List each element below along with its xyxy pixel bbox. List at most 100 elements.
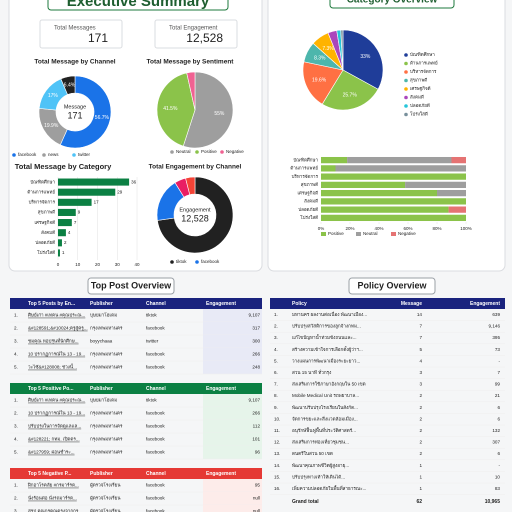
table-cell: 2 <box>419 405 422 410</box>
table-cell: Mobile Medical Unit รถพยาบาล... <box>292 393 359 398</box>
x-tick-label: 20% <box>345 226 354 231</box>
slice <box>60 75 76 95</box>
bar-segment <box>437 189 466 197</box>
kpi-value: 12,528 <box>186 31 223 45</box>
table-cell: กรุงเทพมหานคร <box>90 450 123 456</box>
donut-center <box>57 94 93 130</box>
table-cell: 2. <box>14 326 18 331</box>
bar-segment <box>321 173 466 180</box>
table-cell: ศิษย์เก่า #เทคน #คุณประณ... <box>28 397 85 404</box>
table-cell: ผู้ตรวจโรงเรียน <box>90 482 121 489</box>
bar-segment <box>321 156 348 164</box>
legend-label: บริหารจัดการ <box>410 69 437 74</box>
center-value: 171 <box>67 110 82 120</box>
total-cell: 62 <box>416 499 422 505</box>
y-tick-label: ด้านการแพทย์ <box>290 165 318 171</box>
value-label: 29 <box>117 189 123 194</box>
table-cell: สวน 15 นาที ทั่วกรุง <box>292 369 331 376</box>
value-label: 55% <box>214 111 225 117</box>
bar-segment <box>321 214 466 222</box>
table-cell: 1. <box>274 312 278 317</box>
table-cell: 2 <box>419 393 422 398</box>
value-label: 2 <box>64 240 67 245</box>
table-cell: ศิษย์เก่า #เทคน #คุณประณ... <box>28 312 85 319</box>
table-cell: แก้ไขปัญหาน้ำท่วมขังถนนและ... <box>292 334 357 341</box>
table-cell: 9,107 <box>249 313 261 318</box>
table-cell: 1 <box>419 486 422 491</box>
table-cell: 83 <box>495 486 501 491</box>
legend-swatch <box>220 150 224 154</box>
y-tick-label: ด้านการแพทย์ <box>27 188 55 194</box>
table-cell: 1. <box>14 398 18 403</box>
legend-label: facebook <box>201 259 220 264</box>
x-tick-label: 40 <box>134 262 140 267</box>
table-cell: 317 <box>252 326 260 331</box>
value-label: 6.4% <box>64 82 76 88</box>
bar-segment <box>347 156 452 164</box>
engagement-cell <box>203 361 262 374</box>
table-cell: ดนตรีในสวน 50 เขต <box>292 450 333 456</box>
table-cell: วะไซ้&#128008; ช่วงนี้... <box>28 364 77 370</box>
table-cell: วางแผนการพัฒนาเมืองระยะยาว... <box>292 357 360 363</box>
table-cell: &#128591;&#10024;ครูสู่ครู... <box>28 326 88 332</box>
table-cell: 112 <box>253 424 261 429</box>
table-cell: 6 <box>497 451 500 456</box>
table-cell: &#128221; กทม. เปิดตร... <box>28 437 80 442</box>
table-cell: 1. <box>14 483 18 488</box>
table-cell: 101 <box>252 437 260 442</box>
title-box <box>348 277 436 295</box>
bar-segment <box>405 181 466 189</box>
table-cell: null <box>253 509 260 512</box>
table-cell: กรุงเทพมหานคร <box>90 326 123 332</box>
table-cell: 1. <box>14 313 18 318</box>
value-label: 56.7% <box>95 115 110 121</box>
bar-segment <box>321 165 336 172</box>
table-cell: สร้างความเข้าใจการเลือกตั้งผู้ว่าฯ... <box>292 346 363 353</box>
table-cell: boyychaaa <box>90 339 113 344</box>
table-cell: ส่งเสริมการใช้ภาษาอังกฤษใน 50 เขต <box>292 381 366 387</box>
column-header: Engagement <box>206 471 236 477</box>
legend-swatch <box>170 260 174 264</box>
kpi-box <box>39 19 123 49</box>
table-cell: tiktok <box>146 398 157 403</box>
table-cell: ส่งเสริมการท่องเที่ยวชุมชน... <box>292 439 349 446</box>
table-cell: 4. <box>274 347 278 352</box>
x-tick-label: 0% <box>318 226 325 231</box>
legend-swatch <box>356 232 361 236</box>
table-cell: 10. <box>274 416 280 421</box>
value-label: 7 <box>74 220 77 225</box>
column-header: Top 5 Negative P... <box>28 471 72 477</box>
table-cell: เพิ่มความปลอดภัยในพื้นที่สาธารณะ... <box>292 485 366 491</box>
legend-swatch <box>42 153 46 157</box>
slice <box>342 29 384 90</box>
x-tick-label: 30 <box>115 262 121 267</box>
table-cell: 7 <box>497 370 500 375</box>
legend-swatch <box>404 87 408 91</box>
table-cell: facebook <box>146 424 165 429</box>
table-cell: 248 <box>252 365 260 370</box>
bar <box>58 249 60 257</box>
table-cell: ปรับปรุงสวัสดิการของลูกจ้างกทม... <box>292 323 361 330</box>
kpi-label: Total Engagement <box>169 26 218 32</box>
section-title: Policy Overview <box>357 280 427 290</box>
table-cell: 1 <box>419 463 422 468</box>
bar-segment <box>321 206 449 213</box>
table-cell: 16. <box>274 486 280 491</box>
table-cell: มหานคร ผลงานต่อเนื่อง พัฒนาเมือง... <box>292 311 367 317</box>
y-tick-label: บัณฑิตศึกษา <box>293 157 318 162</box>
y-tick-label: บัณฑิตศึกษา <box>30 179 55 184</box>
table-cell: 14 <box>417 312 423 317</box>
y-tick-label: สุขภาพดี <box>301 182 318 188</box>
center-value: 12,528 <box>181 213 209 223</box>
title-box <box>329 0 455 9</box>
donut-center <box>175 195 215 235</box>
table-cell: พัฒนาคุณภาพชีวิตผู้สูงอายุ... <box>292 462 349 469</box>
y-tick-label: ปลอดภัยดี <box>35 240 55 245</box>
table-cell: กรุงเทพมหานคร <box>90 424 123 430</box>
page-title: Executive Summary <box>67 0 210 10</box>
table-cell: 2 <box>419 428 422 433</box>
engagement-cell <box>203 394 262 407</box>
table-cell: 6. <box>274 370 278 375</box>
table-cell: 5. <box>14 450 18 455</box>
